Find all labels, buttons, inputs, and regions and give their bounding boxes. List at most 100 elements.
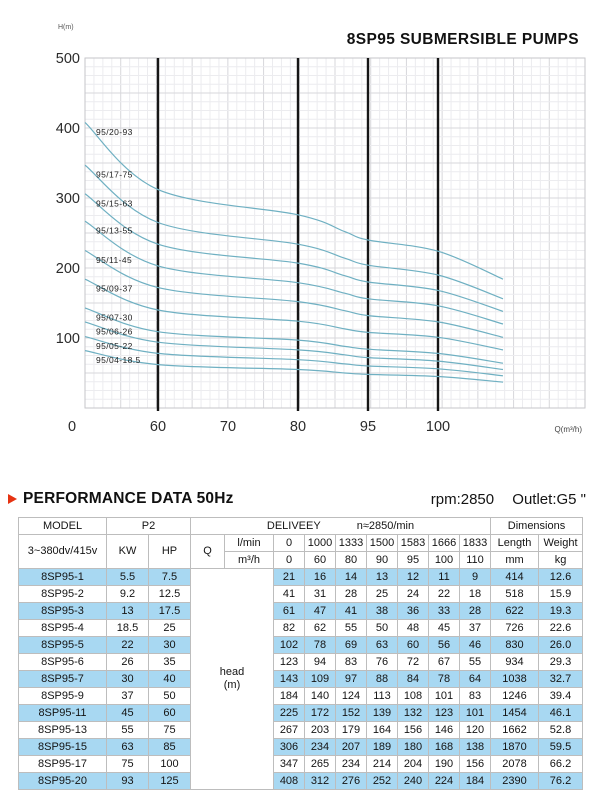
y-tick-200: 200 bbox=[56, 261, 80, 277]
cell-weight: 22.6 bbox=[538, 619, 583, 637]
cell-model: 8SP95-2 bbox=[18, 585, 107, 603]
pump-curve-95/17-75 bbox=[84, 164, 504, 300]
y-axis-unit-label: H(m) bbox=[58, 24, 74, 31]
cell-head-6: 138 bbox=[459, 738, 491, 756]
cell-head-2: 179 bbox=[335, 721, 367, 739]
cell-head-5: 11 bbox=[428, 568, 460, 586]
cell-head-4: 180 bbox=[397, 738, 429, 756]
cell-head-0: 123 bbox=[273, 653, 305, 671]
cell-head-3: 189 bbox=[366, 738, 398, 756]
cell-head-1: 140 bbox=[304, 687, 336, 705]
cell-head-5: 45 bbox=[428, 619, 460, 637]
cell-kw: 9.2 bbox=[106, 585, 149, 603]
cell-model: 8SP95-6 bbox=[18, 653, 107, 671]
flow-lmin-5: 1666 bbox=[428, 534, 460, 552]
cell-head-3: 76 bbox=[366, 653, 398, 671]
pump-curve-95/20-93 bbox=[84, 121, 504, 280]
cell-head-3: 164 bbox=[366, 721, 398, 739]
curve-label-95/15-63: 95/15-63 bbox=[96, 198, 133, 208]
table-row-8SP95-4: 8SP95-4 18.5 25 82 62 55 50 48 45 37 726 22.6 bbox=[18, 619, 583, 637]
rpm-value: rpm:2850 bbox=[430, 491, 495, 508]
header-row-3: m³/h 0 60 80 90 95 100 110 mm kg bbox=[19, 551, 583, 569]
cell-head-0: 184 bbox=[273, 687, 305, 705]
head-label: head bbox=[219, 666, 245, 679]
header-m3h: m³/h bbox=[224, 551, 274, 569]
cell-head-4: 204 bbox=[397, 755, 429, 773]
cell-head-2: 55 bbox=[335, 619, 367, 637]
cell-head-3: 63 bbox=[366, 636, 398, 654]
cell-head-4: 240 bbox=[397, 772, 429, 790]
cell-head-6: 28 bbox=[459, 602, 491, 620]
cell-length: 1662 bbox=[490, 721, 539, 739]
y-tick-300: 300 bbox=[56, 191, 80, 207]
cell-head-4: 60 bbox=[397, 636, 429, 654]
cell-head-5: 123 bbox=[428, 704, 460, 722]
cell-head-4: 12 bbox=[397, 568, 429, 586]
cell-kw: 26 bbox=[106, 653, 149, 671]
cell-head-6: 18 bbox=[459, 585, 491, 603]
curve-label-95/05-22: 95/05-22 bbox=[96, 341, 133, 351]
pump-curve-95/05-22 bbox=[84, 336, 504, 377]
cell-head-4: 156 bbox=[397, 721, 429, 739]
cell-head-6: 120 bbox=[459, 721, 491, 739]
cell-head-0: 61 bbox=[273, 602, 305, 620]
cell-kw: 45 bbox=[106, 704, 149, 722]
cell-head-0: 21 bbox=[273, 568, 305, 586]
speed-label: n≈2850/min bbox=[356, 519, 415, 532]
cell-head-1: 31 bbox=[304, 585, 336, 603]
flow-lmin-0: 0 bbox=[273, 534, 305, 552]
cell-head-2: 83 bbox=[335, 653, 367, 671]
curve-label-95/17-75: 95/17-75 bbox=[96, 170, 133, 180]
cell-hp: 25 bbox=[148, 619, 191, 637]
cell-head-6: 83 bbox=[459, 687, 491, 705]
cell-model: 8SP95-9 bbox=[18, 687, 107, 705]
x-tick-95: 95 bbox=[360, 419, 376, 435]
cell-length: 2390 bbox=[490, 772, 539, 790]
cell-hp: 40 bbox=[148, 670, 191, 688]
cell-weight: 52.8 bbox=[538, 721, 583, 739]
cell-hp: 7.5 bbox=[148, 568, 191, 586]
cell-kw: 30 bbox=[106, 670, 149, 688]
cell-head-3: 13 bbox=[366, 568, 398, 586]
cell-weight: 12.6 bbox=[538, 568, 583, 586]
cell-head-6: 9 bbox=[459, 568, 491, 586]
cell-head-2: 276 bbox=[335, 772, 367, 790]
cell-model: 8SP95-7 bbox=[18, 670, 107, 688]
y-tick-500: 500 bbox=[56, 51, 80, 67]
pump-curve-95/04-18.5 bbox=[84, 350, 504, 383]
header-weight: Weight bbox=[538, 534, 583, 552]
cell-kw: 37 bbox=[106, 687, 149, 705]
cell-head-4: 84 bbox=[397, 670, 429, 688]
cell-length: 414 bbox=[490, 568, 539, 586]
flow-m3h-0: 0 bbox=[273, 551, 305, 569]
header-hp: HP bbox=[148, 534, 191, 569]
flow-lmin-2: 1333 bbox=[335, 534, 367, 552]
cell-model: 8SP95-4 bbox=[18, 619, 107, 637]
cell-head-0: 41 bbox=[273, 585, 305, 603]
table-row-8SP95-11: 8SP95-11 45 60 225 172 152 139 132 123 101 1454 46.… bbox=[18, 704, 583, 722]
cell-head-3: 25 bbox=[366, 585, 398, 603]
cell-hp: 125 bbox=[148, 772, 191, 790]
performance-data-table: MODEL P2 DELIVEEY n≈2850/min Dimensions 3~380… bbox=[18, 517, 583, 790]
performance-section-header: PERFORMANCE DATA 50Hz rpm:2850 Outlet:G5… bbox=[8, 490, 586, 508]
x-tick-0: 0 bbox=[68, 419, 76, 435]
header-q: Q bbox=[190, 534, 225, 569]
cell-head-0: 102 bbox=[273, 636, 305, 654]
cell-head-4: 132 bbox=[397, 704, 429, 722]
curve-label-95/20-93: 95/20-93 bbox=[96, 127, 133, 137]
cell-kw: 5.5 bbox=[106, 568, 149, 586]
cell-weight: 29.3 bbox=[538, 653, 583, 671]
curve-label-95/09-37: 95/09-37 bbox=[96, 284, 133, 294]
cell-head-1: 265 bbox=[304, 755, 336, 773]
header-dimensions: Dimensions bbox=[490, 517, 583, 535]
cell-weight: 46.1 bbox=[538, 704, 583, 722]
cell-weight: 59.5 bbox=[538, 738, 583, 756]
cell-head-1: 312 bbox=[304, 772, 336, 790]
cell-head-2: 28 bbox=[335, 585, 367, 603]
table-row-8SP95-5: 8SP95-5 22 30 102 78 69 63 60 56 46 830 26.0 bbox=[18, 636, 583, 654]
header-mm: mm bbox=[490, 551, 539, 569]
cell-weight: 15.9 bbox=[538, 585, 583, 603]
cell-head-1: 172 bbox=[304, 704, 336, 722]
cell-length: 830 bbox=[490, 636, 539, 654]
cell-head-2: 207 bbox=[335, 738, 367, 756]
